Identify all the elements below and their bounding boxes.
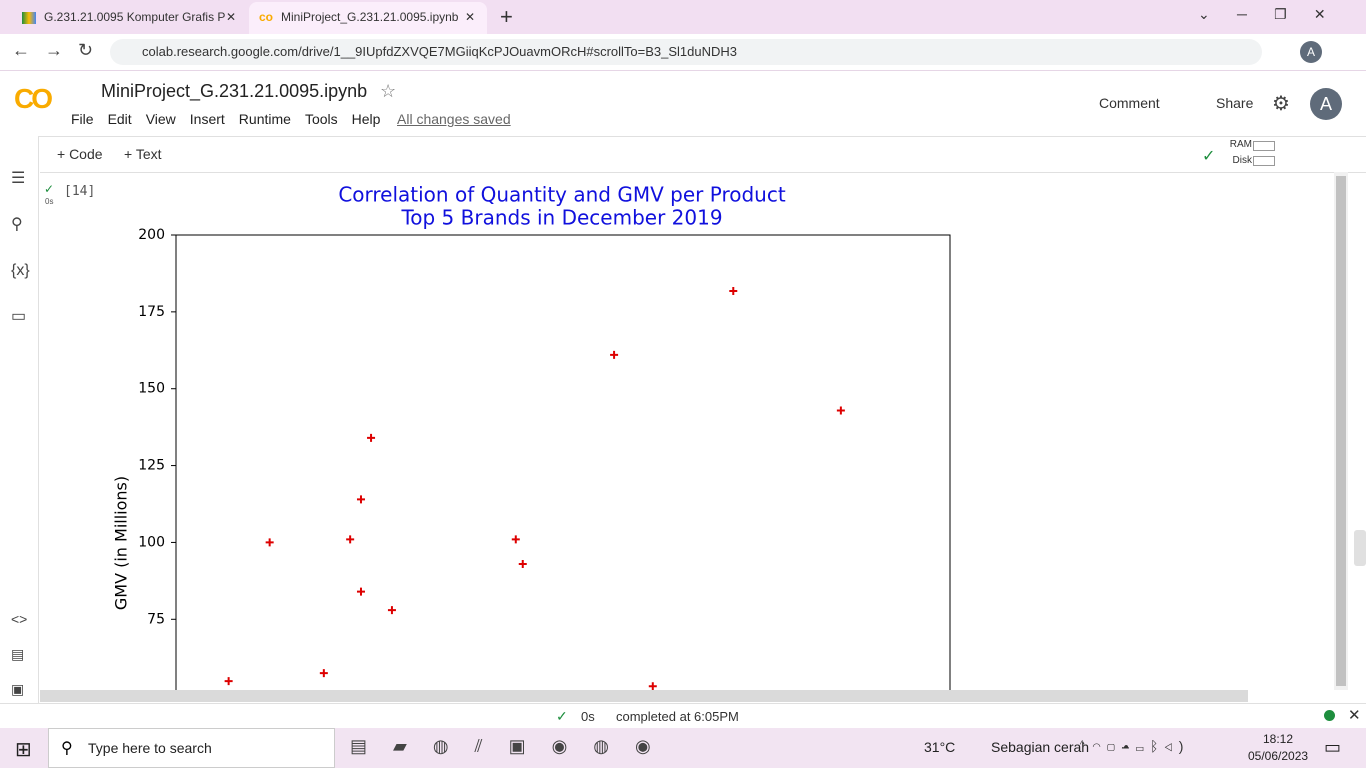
point	[387, 606, 396, 615]
chart-subtitle: Top 5 Brands in December 2019	[400, 206, 722, 230]
notifications[interactable]: ▭	[1324, 737, 1342, 757]
connected	[1324, 710, 1335, 721]
point	[729, 286, 738, 295]
colab-header: CO MiniProject_G.231.21.0095.ipynb ☆ Fil…	[0, 71, 1366, 137]
new-tab[interactable]: +	[500, 4, 513, 29]
search-icon: ⚲	[61, 740, 73, 757]
sidebar-icons[interactable]: ☰ ⚲ {x} ▭	[11, 170, 30, 325]
pinned-apps[interactable]: ▤▰◍⫽▣◉◍◉	[350, 736, 677, 756]
point	[356, 495, 365, 504]
taskbar: ⊞ ⚲ Type here to search ▤▰◍⫽▣◉◍◉ 31°C Seb…	[0, 728, 1366, 768]
colab-logo: CO	[14, 83, 53, 114]
point	[836, 406, 845, 415]
tab-title: G.231.21.0095 Komputer Grafis P	[44, 10, 226, 24]
sidebar: ☰ ⚲ {x} ▭ <> ▤ ▣	[0, 136, 39, 703]
tab[interactable]: G.231.21.0095 Komputer Grafis P ✕	[14, 6, 246, 28]
y-tick-label: 200	[138, 227, 165, 243]
chart: Correlation of Quantity and GMV per Prod…	[112, 183, 951, 690]
search-box[interactable]: ⚲ Type here to search	[48, 728, 335, 768]
y-axis-label: GMV (in Millions)	[112, 476, 131, 610]
point	[356, 587, 365, 596]
toolbar: + Code + Text ✓ RAM Disk	[40, 136, 1366, 173]
y-tick-label: 75	[147, 611, 165, 627]
point	[648, 682, 657, 690]
status-duration: 0s	[581, 709, 595, 724]
close-status[interactable]: ✕	[1348, 707, 1361, 724]
menu-item[interactable]: Edit	[107, 111, 132, 127]
execution-count: [14]	[64, 184, 96, 199]
nav-buttons[interactable]: ← → ↻	[12, 40, 94, 60]
close[interactable]: ✕	[226, 10, 237, 24]
y-tick-label: 175	[138, 304, 165, 320]
temperature: 31°C	[924, 739, 956, 755]
profile[interactable]: A	[1300, 41, 1322, 63]
weather: Sebagian cerah	[991, 739, 1090, 755]
disk-bar	[1253, 156, 1275, 166]
page-thumb[interactable]	[1354, 530, 1366, 566]
url-box[interactable]: colab.research.google.com/drive/1__9IUpf…	[110, 39, 1262, 65]
point	[346, 535, 355, 544]
ram: RAM	[1229, 139, 1252, 150]
add-text[interactable]: + Text	[124, 146, 162, 162]
tab-active[interactable]: co MiniProject_G.231.21.0095.ipynb ✕	[249, 2, 487, 34]
save-status[interactable]: All changes saved	[397, 111, 511, 127]
ram-bar	[1253, 141, 1275, 151]
close[interactable]: ✕	[465, 10, 476, 24]
cell-duration: 0s	[45, 197, 54, 206]
h-scrollbar[interactable]	[40, 690, 1248, 702]
v-scrollbar[interactable]	[1334, 172, 1348, 690]
menu-bar: File Edit View Insert Runtime Tools Help	[71, 111, 394, 127]
chart-title: Correlation of Quantity and GMV per Prod…	[338, 183, 786, 207]
status-check: ✓	[556, 708, 568, 724]
point	[511, 535, 520, 544]
point	[367, 433, 376, 442]
search-text: Type here to search	[88, 740, 212, 756]
settings[interactable]: ⚙	[1272, 93, 1290, 115]
menu-item[interactable]: View	[145, 111, 176, 127]
drive-icon	[22, 11, 36, 24]
y-tick-label: 100	[138, 534, 165, 550]
star[interactable]: ☆	[380, 81, 397, 101]
cell-check: ✓	[44, 182, 55, 196]
status-message: completed at 6:05PM	[616, 709, 739, 724]
point	[610, 350, 619, 359]
avatar[interactable]: A	[1310, 88, 1342, 120]
clock-time: 18:12	[1262, 732, 1294, 746]
start[interactable]: ⊞	[15, 739, 32, 761]
tab-title: MiniProject_G.231.21.0095.ipynb	[281, 10, 459, 24]
sidebar-icons-bottom[interactable]: <> ▤ ▣	[11, 611, 28, 697]
menu-item[interactable]: Help	[351, 111, 381, 127]
y-tick-label: 125	[138, 458, 165, 474]
status-bar: ✓ 0s completed at 6:05PM ✕	[0, 703, 1366, 728]
menu-item[interactable]: Runtime	[238, 111, 291, 127]
url: colab.research.google.com/drive/1__9IUpf…	[142, 44, 738, 59]
colab-icon: co	[259, 10, 274, 24]
v-thumb[interactable]	[1336, 176, 1346, 686]
disk: Disk	[1232, 155, 1252, 166]
plot-frame	[175, 234, 951, 690]
check: ✓	[1202, 148, 1216, 165]
menu-item[interactable]: Tools	[304, 111, 338, 127]
comment[interactable]: Comment	[1099, 95, 1160, 111]
clock-date: 05/06/2023	[1248, 749, 1309, 763]
point	[265, 538, 274, 547]
add-code[interactable]: + Code	[57, 146, 103, 162]
tray-icons[interactable]: ⌃◠▢☁▭ᛒ◁)	[1078, 738, 1190, 754]
point	[224, 677, 233, 686]
menu-item[interactable]: File	[71, 111, 94, 127]
notebook-title[interactable]: MiniProject_G.231.21.0095.ipynb	[101, 81, 368, 101]
menu-item[interactable]: Insert	[189, 111, 225, 127]
tab-bar: G.231.21.0095 Komputer Grafis P ✕ co MiniP…	[0, 0, 1366, 34]
point	[518, 559, 527, 568]
share[interactable]: Share	[1216, 95, 1254, 111]
y-tick-label: 150	[138, 381, 165, 397]
point	[319, 669, 328, 678]
window-controls[interactable]: ⌄ ─ ❐ ✕	[1198, 6, 1326, 22]
